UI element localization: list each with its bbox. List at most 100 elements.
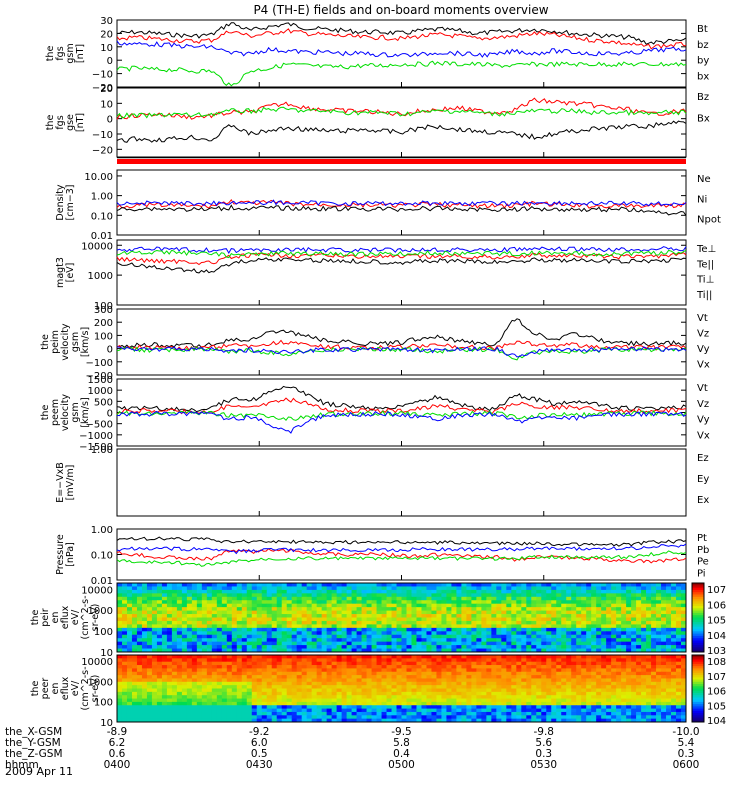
heatmap-cell	[451, 698, 457, 703]
heatmap-cell	[166, 627, 173, 632]
heatmap-cell	[181, 688, 188, 693]
heatmap-cell	[206, 645, 213, 649]
heatmap-cell	[256, 661, 263, 666]
heatmap-cell	[646, 614, 652, 618]
heatmap-cell	[486, 705, 492, 709]
heatmap-cell	[611, 715, 617, 720]
heatmap-cell	[536, 600, 542, 605]
heatmap-cell	[611, 658, 617, 663]
heatmap-cell	[446, 627, 452, 632]
heatmap-cell	[216, 708, 223, 713]
ylabel-line: en	[50, 612, 61, 624]
heatmap-cell	[556, 614, 562, 618]
heatmap-cell	[656, 638, 662, 643]
heatmap-cell	[521, 589, 527, 594]
heatmap-cell	[536, 711, 542, 716]
heatmap-cell	[281, 596, 288, 601]
heatmap-cell	[306, 614, 313, 618]
heatmap-cell	[596, 671, 602, 676]
heatmap-cell	[351, 583, 357, 587]
heatmap-cell	[296, 698, 303, 703]
heatmap-cell	[231, 638, 238, 643]
heatmap-cell	[176, 718, 183, 723]
heatmap-cell	[626, 685, 632, 689]
heatmap-cell	[321, 627, 328, 632]
heatmap-cell	[616, 614, 622, 618]
heatmap-cell	[266, 641, 273, 646]
heatmap-cell	[376, 715, 382, 720]
heatmap-cell	[421, 671, 427, 676]
heatmap-cell	[496, 593, 502, 598]
heatmap-cell	[201, 671, 208, 676]
heatmap-cell	[121, 620, 128, 625]
heatmap-cell	[491, 688, 497, 693]
heatmap-cell	[666, 614, 672, 618]
heatmap-cell	[271, 661, 278, 666]
heatmap-cell	[361, 711, 367, 716]
heatmap-cell	[386, 617, 392, 622]
heatmap-cell	[271, 627, 278, 632]
heatmap-cell	[206, 698, 213, 703]
heatmap-cell	[266, 658, 273, 663]
xaxis-value: -10.0	[672, 726, 699, 738]
heatmap-cell	[636, 596, 642, 601]
heatmap-cell	[181, 685, 188, 689]
heatmap-cell	[626, 583, 632, 587]
heatmap-cell	[176, 658, 183, 663]
heatmap-cell	[446, 708, 452, 713]
heatmap-cell	[536, 607, 542, 611]
heatmap-cell	[171, 603, 178, 608]
heatmap-cell	[471, 645, 477, 649]
heatmap-cell	[201, 603, 208, 608]
heatmap-cell	[611, 596, 617, 601]
heatmap-cell	[281, 617, 288, 622]
heatmap-cell	[121, 701, 128, 706]
heatmap-cell	[386, 648, 392, 653]
heatmap-cell	[511, 695, 517, 699]
y-tick-label: 10	[100, 43, 113, 54]
heatmap-cell	[341, 715, 347, 720]
heatmap-cell	[306, 648, 313, 653]
heatmap-cell	[436, 641, 442, 646]
heatmap-cell	[371, 589, 377, 594]
heatmap-cell	[361, 701, 367, 706]
heatmap-cell	[636, 641, 642, 646]
heatmap-cell	[641, 600, 647, 605]
heatmap-cell	[221, 715, 228, 720]
heatmap-cell	[596, 586, 602, 591]
heatmap-cell	[231, 589, 238, 594]
heatmap-cell	[186, 678, 193, 683]
heatmap-cell	[591, 698, 597, 703]
heatmap-cell	[631, 668, 637, 673]
heatmap-cell	[511, 668, 517, 673]
heatmap-cell	[216, 596, 223, 601]
heatmap-cell	[391, 691, 397, 696]
heatmap-cell	[131, 678, 138, 683]
colorbar-step	[692, 690, 704, 694]
heatmap-cell	[591, 655, 597, 659]
heatmap-cell	[286, 678, 293, 683]
heatmap-cell	[291, 600, 298, 605]
heatmap-cell	[546, 589, 552, 594]
heatmap-cell	[681, 620, 687, 625]
heatmap-cell	[531, 701, 537, 706]
heatmap-cell	[636, 681, 642, 686]
heatmap-cell	[326, 593, 333, 598]
heatmap-cell	[646, 634, 652, 639]
heatmap-cell	[291, 624, 298, 629]
heatmap-cell	[396, 610, 402, 615]
heatmap-cell	[641, 685, 647, 689]
heatmap-cell	[126, 661, 133, 666]
heatmap-cell	[321, 648, 328, 653]
heatmap-cell	[436, 685, 442, 689]
heatmap-cell	[661, 603, 667, 608]
heatmap-cell	[131, 634, 138, 639]
heatmap-cell	[141, 691, 148, 696]
heatmap-cell	[606, 593, 612, 598]
heatmap-cell	[126, 718, 133, 723]
heatmap-cell	[551, 589, 557, 594]
heatmap-cell	[226, 671, 233, 676]
heatmap-cell	[301, 593, 308, 598]
heatmap-cell	[516, 648, 522, 653]
